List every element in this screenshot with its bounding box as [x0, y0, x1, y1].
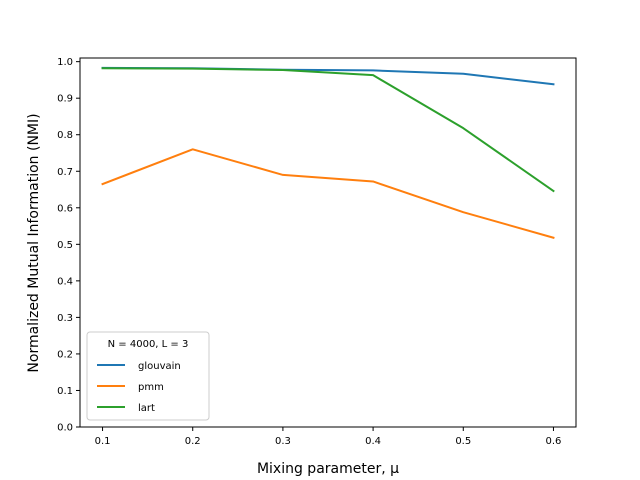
axes-frame — [79, 57, 577, 428]
y-tick-label: 0.6 — [57, 203, 73, 214]
y-axis-label: Normalized Mutual Information (NMI) — [26, 113, 42, 372]
x-tick-label: 0.6 — [546, 436, 562, 447]
legend-items: glouvain pmm lart — [97, 361, 181, 414]
x-tick-label: 0.4 — [365, 436, 381, 447]
plot-area — [79, 57, 577, 428]
x-tick-label: 0.1 — [95, 436, 111, 447]
y-axis-ticks: 0.0 0.1 0.2 0.3 0.4 0.5 0.6 0.7 0.8 0.9 1.0 — [57, 57, 80, 434]
x-axis-ticks: 0.1 0.2 0.3 0.4 0.5 0.6 — [95, 427, 562, 447]
y-tick-label: 0.4 — [57, 276, 73, 287]
y-tick-label: 0.1 — [57, 386, 73, 397]
legend-title: N = 4000, L = 3 — [108, 339, 189, 350]
x-tick-label: 0.5 — [455, 436, 471, 447]
y-tick-label: 0.5 — [57, 240, 73, 251]
series-line-pmm — [101, 148, 555, 239]
x-axis-label: Mixing parameter, μ — [257, 461, 399, 477]
legend-label-pmm: pmm — [138, 382, 164, 393]
legend-label-lart: lart — [138, 403, 155, 414]
y-tick-label: 0.2 — [57, 349, 73, 360]
x-tick-label: 0.2 — [185, 436, 201, 447]
legend-box — [86, 331, 210, 421]
y-tick-label: 0.7 — [57, 167, 73, 178]
legend: N = 4000, L = 3 glouvain pmm lart — [86, 331, 210, 421]
x-tick-label: 0.3 — [275, 436, 291, 447]
legend-label-glouvain: glouvain — [138, 361, 181, 372]
y-tick-label: 0.9 — [57, 94, 73, 105]
y-tick-label: 0.8 — [57, 130, 73, 141]
y-tick-label: 0.0 — [57, 423, 73, 434]
y-tick-label: 0.3 — [57, 313, 73, 324]
y-tick-label: 1.0 — [57, 57, 73, 68]
series-line-lart — [101, 67, 555, 193]
